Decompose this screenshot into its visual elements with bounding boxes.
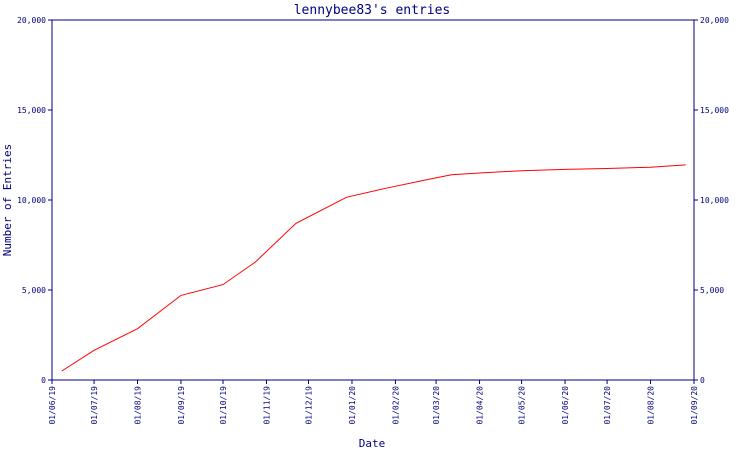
y-tick-label-left: 0 (41, 376, 46, 385)
x-tick-label: 01/08/19 (134, 386, 143, 425)
x-tick-label: 01/03/20 (432, 386, 441, 425)
x-tick-label: 01/06/19 (48, 386, 57, 425)
x-tick-label: 01/02/20 (391, 386, 400, 425)
x-axis-label: Date (359, 437, 386, 450)
y-tick-label-right: 0 (700, 376, 705, 385)
y-tick-label-left: 5,000 (22, 286, 46, 295)
series-line (61, 164, 686, 372)
x-tick-label: 01/09/20 (690, 386, 699, 425)
x-tick-label: 01/04/20 (476, 386, 485, 425)
x-tick-label: 01/05/20 (518, 386, 527, 425)
x-tick-label: 01/11/19 (262, 386, 271, 425)
x-tick-label: 01/10/19 (219, 386, 228, 425)
x-tick-label: 01/01/20 (348, 386, 357, 425)
chart-title: lennybee83's entries (294, 3, 451, 18)
y-tick-label-right: 5,000 (700, 286, 724, 295)
plot-frame (51, 19, 695, 381)
y-tick-label-right: 20,000 (700, 16, 729, 25)
y-tick-label-left: 20,000 (17, 16, 46, 25)
x-tick-label: 01/08/20 (647, 386, 656, 425)
x-tick-label: 01/06/20 (561, 386, 570, 425)
x-tick-label: 01/12/19 (305, 386, 314, 425)
y-tick-label-left: 15,000 (17, 106, 46, 115)
x-tick-label: 01/07/20 (603, 386, 612, 425)
y-tick-label-right: 15,000 (700, 106, 729, 115)
x-tick-label: 01/09/19 (177, 386, 186, 425)
x-tick-label: 01/07/19 (90, 386, 99, 425)
y-tick-label-right: 10,000 (700, 196, 729, 205)
y-axis-label: Number of Entries (1, 144, 14, 257)
y-tick-label-left: 10,000 (17, 196, 46, 205)
